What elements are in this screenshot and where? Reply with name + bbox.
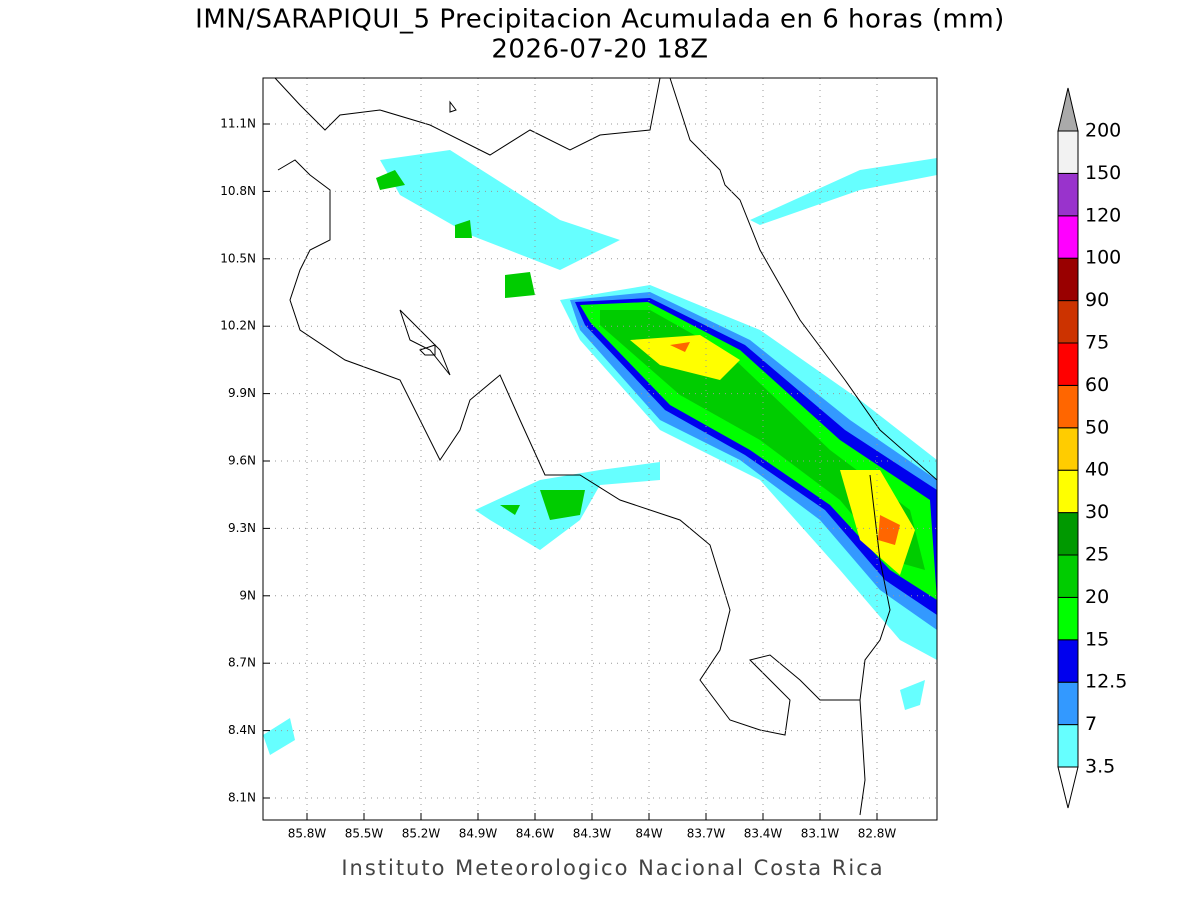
- colorbar-segment: [1057, 257, 1079, 302]
- colorbar-segment: [1057, 215, 1079, 259]
- lat-tick-label: 10.8N: [220, 184, 256, 198]
- lon-tick-label: 84.6W: [516, 827, 555, 841]
- lat-tick-label: 8.1N: [228, 791, 256, 805]
- coastline: [274, 78, 937, 816]
- colorbar-segment: [1057, 427, 1079, 471]
- colorbar-segment: [1057, 342, 1079, 386]
- colorbar-segment: [1057, 130, 1079, 174]
- colorbar-arrow: [1057, 87, 1079, 132]
- colorbar: 3.5 7 12.5 15 20 25 30 40 50 60 75 90 100 120 150 200: [1057, 87, 1127, 809]
- title: IMN/SARAPIQUI_5 Precipitacion Acumulada …: [195, 5, 1005, 35]
- colorbar-label: 40: [1085, 459, 1109, 481]
- precipitation-field: [263, 150, 937, 755]
- colorbar-segment: [1057, 300, 1079, 344]
- colorbar-label: 15: [1085, 628, 1109, 650]
- lon-tick-label: 84.3W: [573, 827, 612, 841]
- colorbar-segment: [1057, 639, 1079, 683]
- colorbar-segment: [1057, 469, 1079, 514]
- colorbar-label: 7: [1085, 713, 1097, 735]
- lat-tick-label: 10.2N: [220, 319, 256, 333]
- subtitle: 2026-07-20 18Z: [491, 35, 708, 65]
- lon-tick-label: 84.9W: [459, 827, 498, 841]
- colorbar-segment: [1057, 596, 1079, 641]
- colorbar-segment: [1057, 384, 1079, 429]
- colorbar-label: 30: [1085, 501, 1109, 523]
- colorbar-label: 25: [1085, 544, 1109, 566]
- colorbar-label: 3.5: [1085, 756, 1115, 778]
- lat-tick-label: 9.9N: [228, 386, 256, 400]
- lat-tick-label: 9N: [239, 588, 256, 602]
- colorbar-segment: [1057, 512, 1079, 556]
- colorbar-label: 75: [1085, 332, 1109, 354]
- lon-tick-label: 84W: [635, 827, 662, 841]
- colorbar-label: 100: [1085, 247, 1121, 269]
- lat-tick-label: 8.4N: [228, 723, 256, 737]
- colorbar-label: 120: [1085, 204, 1121, 226]
- lon-tick-label: 82.8W: [858, 827, 897, 841]
- colorbar-segment: [1057, 172, 1079, 217]
- colorbar-segment: [1057, 724, 1079, 768]
- colorbar-segment: [1057, 554, 1079, 598]
- colorbar-label: 90: [1085, 289, 1109, 311]
- colorbar-label: 12.5: [1085, 671, 1127, 693]
- colorbar-label: 20: [1085, 586, 1109, 608]
- colorbar-label: 60: [1085, 374, 1109, 396]
- lon-tick-label: 85.2W: [402, 827, 441, 841]
- lon-tick-label: 83.1W: [801, 827, 840, 841]
- lat-tick-label: 8.7N: [228, 656, 256, 670]
- colorbar-label: 200: [1085, 120, 1121, 142]
- lon-tick-label: 83.4W: [744, 827, 783, 841]
- lon-tick-label: 83.7W: [687, 827, 726, 841]
- graticule: 85.8W 85.5W 85.2W 84.9W 84.6W 84.3W 84W 83.7W 83…: [220, 78, 937, 841]
- map-frame: [262, 77, 938, 821]
- lon-tick-label: 85.8W: [288, 827, 327, 841]
- lon-tick-label: 85.5W: [345, 827, 384, 841]
- colorbar-segment: [1057, 681, 1079, 726]
- colorbar-label: 150: [1085, 162, 1121, 184]
- lat-tick-label: 10.5N: [220, 251, 256, 265]
- colorbar-arrow: [1057, 766, 1079, 809]
- footer: Instituto Meteorologico Nacional Costa R…: [341, 856, 884, 880]
- lat-tick-label: 9.3N: [228, 521, 256, 535]
- lat-tick-label: 9.6N: [228, 454, 256, 468]
- lat-tick-label: 11.1N: [220, 117, 256, 131]
- colorbar-label: 50: [1085, 416, 1109, 438]
